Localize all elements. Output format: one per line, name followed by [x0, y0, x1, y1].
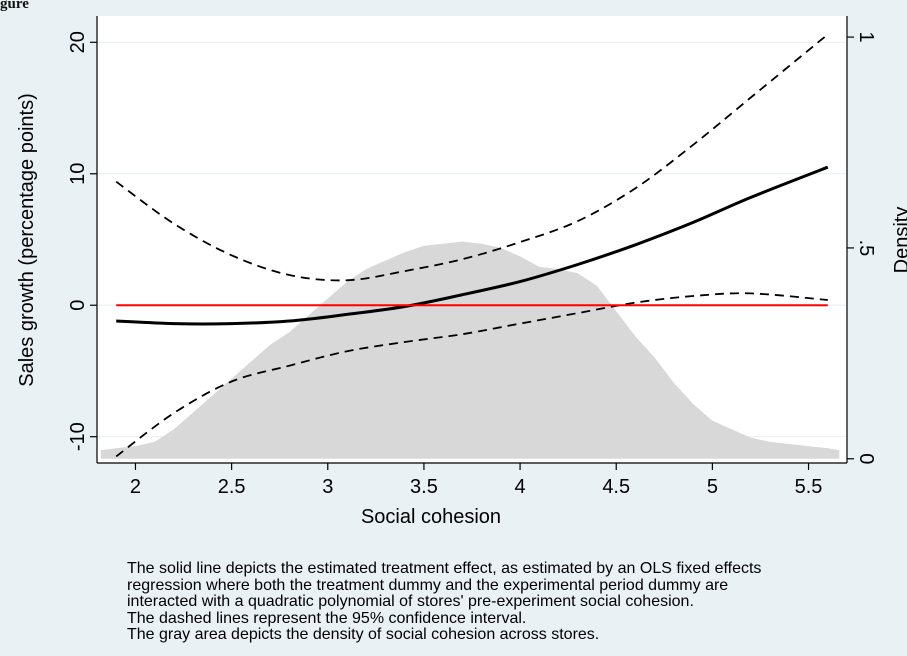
series-estimate	[116, 165, 829, 326]
y2-axis-label: Density	[891, 207, 907, 274]
x-tick-label: 2	[130, 476, 141, 498]
x-tick-label: 3	[322, 476, 333, 498]
y-tick-label: 0	[67, 300, 89, 311]
x-tick-label: 5	[707, 476, 718, 498]
x-tick-label: 2.5	[218, 476, 246, 498]
y2-tick-label: 0	[855, 453, 877, 464]
caption-line: The gray area depicts the density of soc…	[127, 626, 600, 643]
y2-tick-label: .5	[855, 240, 877, 257]
caption-line: regression where both the treatment dumm…	[127, 576, 729, 594]
y2-tick-label: 1	[855, 32, 877, 43]
y-tick-label: 20	[67, 31, 89, 53]
chart: 2 2.5 3 3.5 4 4.5 5 5.5 -10 0 10 20 0 .5 1 Social cohe…	[16, 16, 907, 528]
caption-line: interacted with a quadratic polynomial o…	[127, 593, 694, 610]
figure-label: gure	[0, 0, 29, 12]
y-axis-label: Sales growth (percentage points)	[16, 93, 38, 387]
caption: The solid line depicts the estimated tre…	[127, 560, 887, 644]
caption-line: The solid line depicts the estimated tre…	[127, 560, 762, 577]
x-axis-label: Social cohesion	[361, 506, 501, 528]
series-upper-ci	[115, 33, 829, 282]
axes: 2 2.5 3 3.5 4 4.5 5 5.5 -10 0 10 20 0 .5 1	[67, 16, 877, 498]
x-tick-label: 4.5	[602, 476, 630, 498]
series-lower-ci	[115, 292, 828, 458]
caption-line: The dashed lines represent the 95% confi…	[127, 609, 527, 627]
density-area	[100, 241, 840, 459]
y-tick-label: 10	[67, 163, 89, 185]
x-tick-label: 3.5	[410, 476, 438, 498]
x-tick-label: 4	[515, 476, 526, 498]
series-lines	[115, 33, 829, 458]
x-tick-label: 5.5	[795, 476, 823, 498]
y-tick-label: -10	[67, 422, 89, 451]
